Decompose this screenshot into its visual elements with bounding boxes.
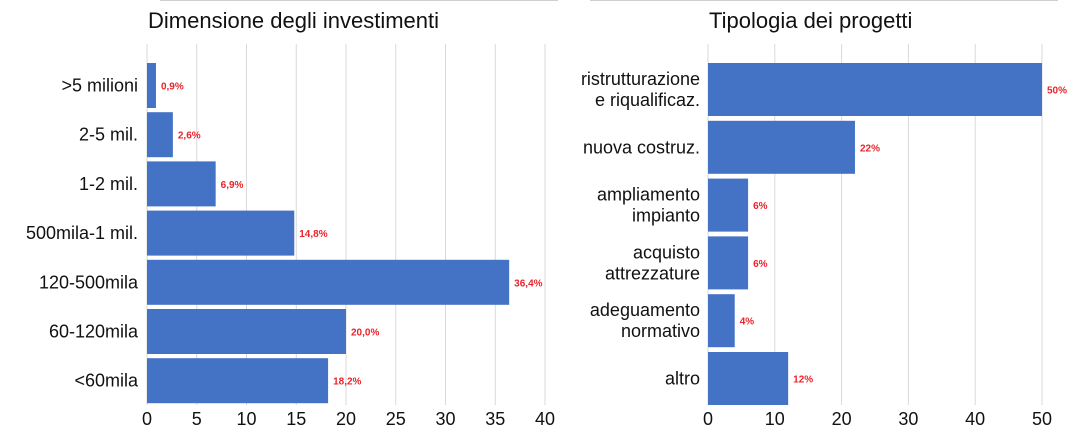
data-label: 50% (1047, 86, 1067, 97)
category-label: ristrutturazione e riqualificaz. (581, 69, 700, 110)
data-label: 6% (753, 201, 768, 212)
chart-investment-size: Dimensione degli investimenti 0 5 10 15 20 25… (26, 8, 555, 429)
x-tick-label: 35 (485, 409, 505, 429)
x-tick-label: 40 (535, 409, 555, 429)
bar (708, 63, 1042, 116)
category-label: 500mila-1 mil. (26, 223, 138, 243)
data-label: 18,2% (333, 377, 361, 388)
x-tick-label: 25 (386, 409, 406, 429)
data-label: 0,9% (161, 82, 184, 93)
data-label: 20,0% (351, 328, 379, 339)
bar (708, 294, 735, 348)
x-tick-label: 5 (192, 409, 202, 429)
x-tick-label: 30 (435, 409, 455, 429)
x-tick-label: 30 (898, 409, 918, 429)
data-label: 2,6% (178, 131, 201, 142)
chart-title: Dimensione degli investimenti (148, 8, 439, 33)
category-label: altro (665, 369, 700, 389)
chart-title: Tipologia dei progetti (709, 8, 912, 33)
x-tick-label: 20 (832, 409, 852, 429)
category-label: 1-2 mil. (79, 174, 138, 194)
category-label: ampliamento impianto (597, 185, 700, 226)
bar (708, 120, 855, 174)
category-label: 120-500mila (39, 272, 139, 292)
bar (708, 352, 789, 405)
bar (147, 210, 295, 256)
x-tick-label: 20 (336, 409, 356, 429)
x-tick-label: 0 (142, 409, 152, 429)
bar (147, 63, 156, 108)
x-tick-label: 10 (765, 409, 785, 429)
x-tick-label: 50 (1032, 409, 1052, 429)
data-label: 6% (753, 259, 768, 270)
category-label: 2-5 mil. (79, 125, 138, 145)
data-label: 36,4% (514, 278, 542, 289)
x-tick-label: 10 (236, 409, 256, 429)
x-tick-label: 15 (286, 409, 306, 429)
category-label: acquisto attrezzature (605, 242, 700, 283)
data-label: 22% (860, 143, 880, 154)
x-tick-label: 0 (703, 409, 713, 429)
data-label: 6,9% (221, 180, 244, 191)
bar (147, 309, 346, 354)
category-label: 60-120mila (49, 322, 139, 342)
bar (147, 259, 510, 305)
x-tick-label: 40 (965, 409, 985, 429)
data-label: 14,8% (299, 229, 327, 240)
category-label: nuova costruz. (583, 137, 700, 157)
data-label: 4% (740, 317, 755, 328)
bar (147, 112, 173, 158)
data-label: 12% (793, 375, 813, 386)
bar (708, 178, 749, 232)
bar (708, 236, 749, 290)
category-label: >5 milioni (61, 76, 138, 96)
chart-project-type: Tipologia dei progetti 0 10 20 30 40 50 ristru… (581, 8, 1067, 429)
category-label: <60mila (74, 371, 139, 391)
category-label: adeguamento normativo (590, 300, 700, 341)
bar (147, 161, 216, 207)
bar (147, 358, 329, 404)
